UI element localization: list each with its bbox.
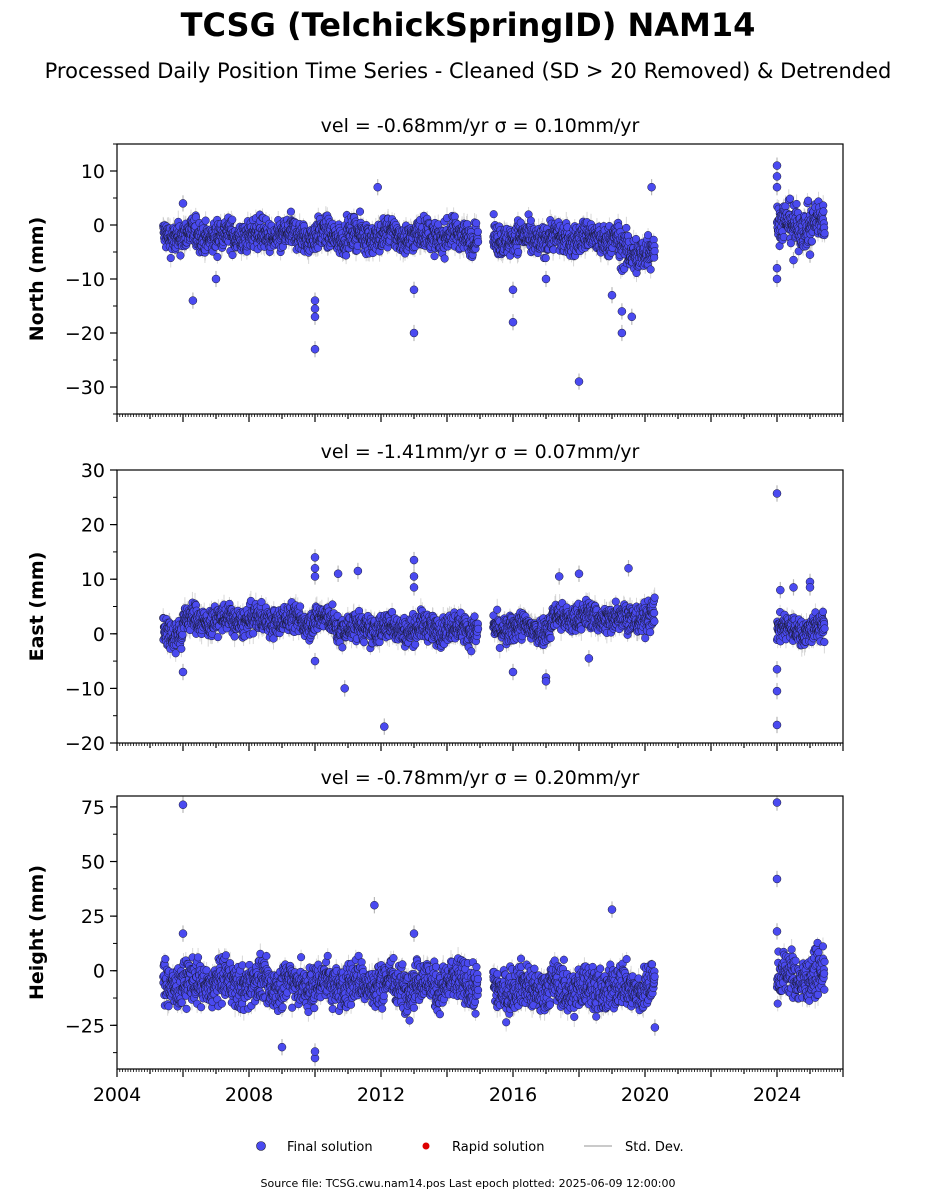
- data-point: [202, 217, 210, 225]
- y-tick-label: 0: [93, 215, 105, 237]
- data-point: [474, 228, 482, 236]
- data-point: [608, 291, 616, 299]
- plot-frame-north: [117, 144, 843, 414]
- data-point: [356, 208, 364, 216]
- stddev-bars-north: [163, 158, 824, 390]
- figure-title: TCSG (TelchickSpringID) NAM14: [181, 6, 756, 44]
- y-tick-label: −20: [65, 323, 105, 345]
- final-points-north: [159, 162, 828, 386]
- data-point: [214, 253, 222, 261]
- data-point: [647, 266, 655, 274]
- data-point: [628, 313, 636, 321]
- data-point: [808, 238, 816, 246]
- ylabel-east: East (mm): [26, 552, 48, 662]
- data-layer-north: [159, 158, 828, 390]
- data-point: [773, 162, 781, 170]
- data-point: [410, 329, 418, 337]
- data-point: [311, 313, 319, 321]
- data-point: [773, 264, 781, 272]
- data-point: [431, 252, 439, 260]
- panel-north: vel = -0.68mm/yr σ = 0.10mm/yr North (mm)…: [26, 115, 843, 422]
- data-point: [575, 378, 583, 386]
- data-point: [651, 247, 659, 255]
- data-point: [342, 252, 350, 260]
- panel-title-east: vel = -1.41mm/yr σ = 0.07mm/yr: [321, 441, 640, 463]
- data-point: [229, 251, 237, 259]
- data-point: [177, 252, 185, 260]
- data-point: [212, 275, 220, 283]
- data-point: [311, 305, 319, 313]
- panel-title-north: vel = -0.68mm/yr σ = 0.10mm/yr: [321, 115, 640, 137]
- y-tick-label: −10: [65, 269, 105, 291]
- data-point: [793, 200, 801, 208]
- data-point: [542, 275, 550, 283]
- data-point: [189, 297, 197, 305]
- data-point: [490, 210, 498, 218]
- data-point: [410, 286, 418, 294]
- data-point: [179, 199, 187, 207]
- data-point: [472, 219, 480, 227]
- figure-subtitle: Processed Daily Position Time Series - C…: [45, 59, 892, 83]
- data-point: [509, 286, 517, 294]
- data-point: [820, 208, 828, 216]
- panels: vel = -0.68mm/yr σ = 0.10mm/yr North (mm)…: [26, 115, 843, 1106]
- data-point: [804, 197, 812, 205]
- y-tick-label: 10: [81, 161, 105, 183]
- data-point: [527, 217, 535, 225]
- data-point: [311, 297, 319, 305]
- data-point: [441, 255, 449, 263]
- data-point: [542, 254, 550, 262]
- data-point: [514, 248, 522, 256]
- data-point: [773, 275, 781, 283]
- data-point: [821, 230, 829, 238]
- data-point: [374, 183, 382, 191]
- data-point: [618, 329, 626, 337]
- data-point: [623, 224, 631, 232]
- data-point: [780, 233, 788, 241]
- data-point: [167, 254, 175, 262]
- y-tick-label: −30: [65, 377, 105, 399]
- data-point: [786, 195, 794, 203]
- data-point: [773, 172, 781, 180]
- ylabel-north: North (mm): [26, 217, 48, 342]
- data-point: [806, 251, 814, 259]
- data-point: [648, 183, 656, 191]
- data-point: [773, 183, 781, 191]
- data-point: [228, 216, 236, 224]
- data-layer-east: [159, 485, 828, 735]
- data-point: [474, 238, 482, 246]
- data-point: [509, 318, 517, 326]
- data-point: [790, 256, 798, 264]
- data-point: [618, 307, 626, 315]
- data-point: [311, 345, 319, 353]
- data-point: [287, 208, 295, 216]
